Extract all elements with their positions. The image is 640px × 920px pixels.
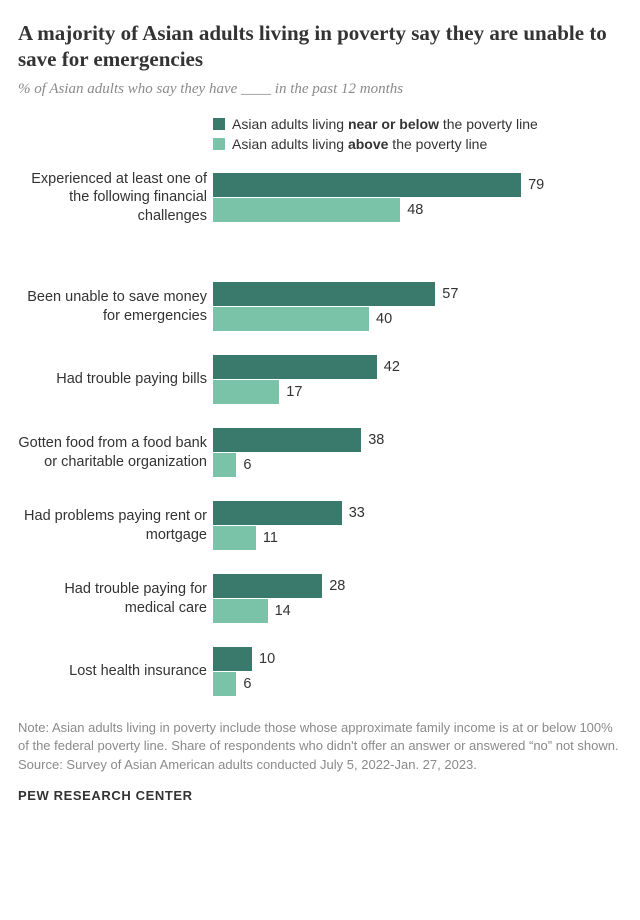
category-label: Experienced at least one of the followin… — [18, 170, 213, 227]
bar-series-1 — [213, 574, 322, 598]
bar-row: 11 — [213, 526, 622, 550]
bar-series-2 — [213, 198, 400, 222]
bar-pair: 28 14 — [213, 573, 622, 624]
bar-series-2 — [213, 599, 268, 623]
bar-value: 42 — [384, 359, 400, 375]
bar-series-2 — [213, 453, 236, 477]
bar-pair: 79 48 — [213, 172, 622, 223]
bar-series-1 — [213, 428, 361, 452]
bar-series-2 — [213, 526, 256, 550]
chart-group: Had problems paying rent or mortgage 33 11 — [18, 500, 622, 551]
chart-group: Experienced at least one of the followin… — [18, 170, 622, 227]
bar-pair: 42 17 — [213, 354, 622, 405]
bar-series-1 — [213, 647, 252, 671]
chart-group: Had trouble paying bills 42 17 — [18, 354, 622, 405]
bar-series-1 — [213, 173, 521, 197]
bar-row: 48 — [213, 198, 622, 222]
bar-series-2 — [213, 307, 369, 331]
chart-subtitle: % of Asian adults who say they have ____… — [18, 81, 622, 98]
bar-series-1 — [213, 282, 435, 306]
bar-row: 10 — [213, 647, 622, 671]
bar-value: 11 — [263, 530, 278, 546]
legend-label-1: Asian adults living near or below the po… — [232, 116, 538, 132]
bar-chart: Experienced at least one of the followin… — [18, 170, 622, 698]
bar-row: 40 — [213, 307, 622, 331]
bar-value: 17 — [286, 384, 302, 400]
category-label: Gotten food from a food bank or charitab… — [18, 434, 213, 472]
bar-row: 6 — [213, 453, 622, 477]
bar-pair: 38 6 — [213, 427, 622, 478]
bar-row: 17 — [213, 380, 622, 404]
legend-label-2: Asian adults living above the poverty li… — [232, 136, 487, 152]
bar-value: 6 — [243, 676, 251, 692]
bar-series-2 — [213, 672, 236, 696]
source-line: Source: Survey of Asian American adults … — [18, 756, 622, 774]
legend-swatch-1 — [213, 118, 225, 130]
chart-group: Had trouble paying for medical care 28 14 — [18, 573, 622, 624]
bar-value: 79 — [528, 177, 544, 193]
bar-value: 48 — [407, 202, 423, 218]
bar-row: 42 — [213, 355, 622, 379]
bar-value: 57 — [442, 286, 458, 302]
bar-row: 38 — [213, 428, 622, 452]
category-label: Had trouble paying bills — [18, 370, 213, 389]
bar-value: 40 — [376, 311, 392, 327]
chart-group: Lost health insurance 10 6 — [18, 646, 622, 697]
bar-row: 28 — [213, 574, 622, 598]
chart-title: A majority of Asian adults living in pov… — [18, 20, 622, 73]
legend-item-1: Asian adults living near or below the po… — [213, 116, 622, 132]
category-label: Had trouble paying for medical care — [18, 580, 213, 618]
bar-row: 14 — [213, 599, 622, 623]
bar-row: 6 — [213, 672, 622, 696]
bar-value: 28 — [329, 578, 345, 594]
category-label: Had problems paying rent or mortgage — [18, 507, 213, 545]
legend: Asian adults living near or below the po… — [213, 116, 622, 152]
bar-value: 10 — [259, 651, 275, 667]
bar-series-2 — [213, 380, 279, 404]
category-label: Lost health insurance — [18, 662, 213, 681]
bar-series-1 — [213, 355, 377, 379]
bar-row: 57 — [213, 282, 622, 306]
category-label: Been unable to save money for emergencie… — [18, 288, 213, 326]
legend-item-2: Asian adults living above the poverty li… — [213, 136, 622, 152]
bar-pair: 10 6 — [213, 646, 622, 697]
bar-pair: 33 11 — [213, 500, 622, 551]
footnote: Note: Asian adults living in poverty inc… — [18, 719, 622, 754]
bar-row: 79 — [213, 173, 622, 197]
chart-group: Gotten food from a food bank or charitab… — [18, 427, 622, 478]
bar-pair: 57 40 — [213, 281, 622, 332]
bar-row: 33 — [213, 501, 622, 525]
chart-group: Been unable to save money for emergencie… — [18, 281, 622, 332]
bar-value: 33 — [349, 505, 365, 521]
bar-series-1 — [213, 501, 342, 525]
bar-value: 38 — [368, 432, 384, 448]
attribution: PEW RESEARCH CENTER — [18, 788, 622, 803]
legend-swatch-2 — [213, 138, 225, 150]
bar-value: 6 — [243, 457, 251, 473]
bar-value: 14 — [275, 603, 291, 619]
